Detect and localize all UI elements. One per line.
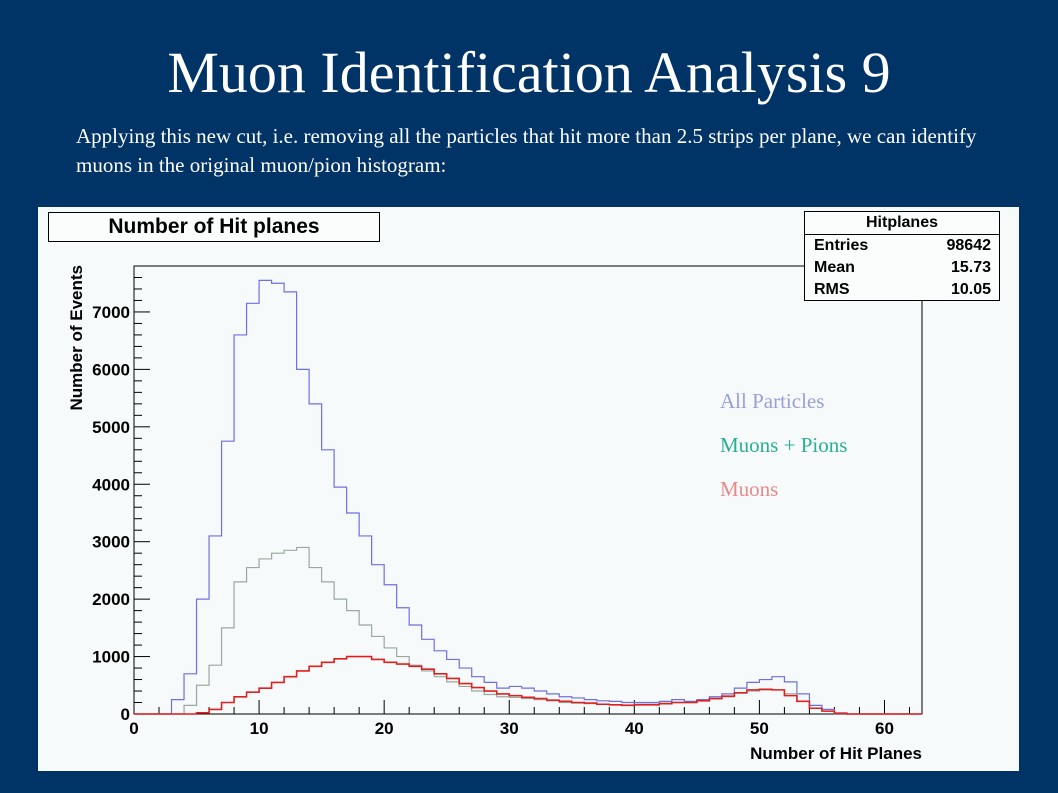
y-tick-label: 2000: [92, 590, 130, 609]
stats-title: Hitplanes: [805, 212, 999, 235]
y-tick-label: 5000: [92, 418, 130, 437]
x-tick-label: 60: [875, 719, 894, 738]
x-tick-label: 50: [750, 719, 769, 738]
histogram-chart: 0 1000 2000 3000 4000 5000 6000 7000 0 10 20 30 40 50…: [67, 265, 923, 763]
x-tick-label: 0: [129, 719, 138, 738]
y-axis-title: Number of Events: [67, 265, 86, 410]
stats-value: 10.05: [950, 281, 991, 298]
stats-value: 15.73: [950, 259, 991, 276]
legend-item-muons: Muons: [720, 477, 779, 501]
y-tick-label: 3000: [92, 533, 130, 552]
legend-item-muons-pions: Muons + Pions: [720, 433, 848, 457]
y-tick-label: 0: [121, 705, 130, 724]
y-tick-label: 6000: [92, 360, 130, 379]
histogram-panel: 0 1000 2000 3000 4000 5000 6000 7000 0 10 20 30 40 50…: [38, 207, 1019, 771]
y-tick-label: 4000: [92, 475, 130, 494]
plot-frame: [133, 265, 923, 715]
chart-title: Number of Hit planes: [48, 212, 380, 242]
stats-label: Mean: [814, 259, 855, 276]
y-tick-label: 1000: [92, 648, 130, 667]
stats-row-entries: Entries 98642: [805, 235, 999, 257]
stats-box: Hitplanes Entries 98642 Mean 15.73 RMS 1…: [804, 211, 1000, 301]
x-axis-title: Number of Hit Planes: [750, 744, 922, 763]
x-tick-label: 40: [625, 719, 644, 738]
slide-body-text: Applying this new cut, i.e. removing all…: [76, 124, 977, 177]
series-muons: [134, 655, 922, 715]
stats-row-mean: Mean 15.73: [805, 257, 999, 279]
legend-item-all-particles: All Particles: [720, 389, 825, 413]
tick-labels: 0 1000 2000 3000 4000 5000 6000 7000 0 10 20 30 40 50…: [92, 303, 894, 738]
y-tick-label: 7000: [92, 303, 130, 322]
stats-value: 98642: [946, 237, 992, 254]
histogram-series: [134, 279, 922, 715]
stats-label: Entries: [814, 237, 869, 254]
stats-label: RMS: [814, 281, 850, 298]
stats-row-rms: RMS 10.05: [805, 279, 999, 301]
slide-title: Muon Identification Analysis 9: [167, 40, 891, 105]
x-tick-label: 30: [500, 719, 519, 738]
legend: All Particles Muons + Pions Muons: [720, 387, 847, 519]
series-all-particles: [134, 279, 922, 715]
x-tick-label: 10: [250, 719, 269, 738]
x-tick-label: 20: [375, 719, 394, 738]
